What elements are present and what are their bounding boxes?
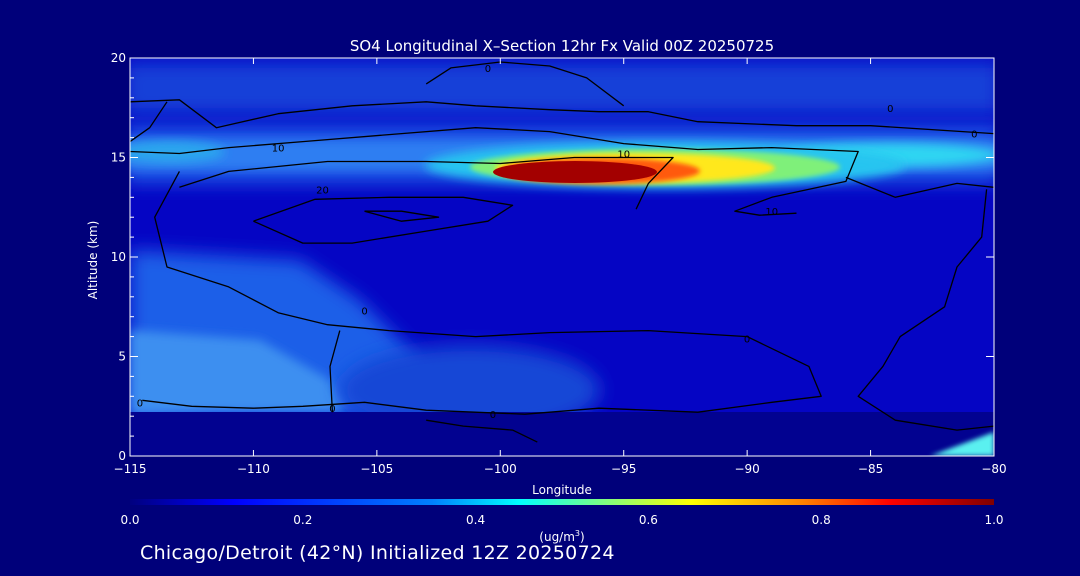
contour-line-0 — [142, 171, 822, 415]
contour-label: 0 — [490, 410, 496, 421]
colorbar-tick-label: 0.2 — [293, 513, 312, 527]
y-axis: 0 5 10 15 20 — [111, 51, 994, 463]
y-tick-label: 10 — [111, 250, 126, 264]
chart-title: SO4 Longitudinal X–Section 12hr Fx Valid… — [350, 37, 774, 55]
x-tick-label: −105 — [360, 462, 393, 476]
contour-label: 0 — [971, 130, 977, 141]
x-axis-label: Longitude — [532, 483, 592, 497]
colorbar — [130, 499, 994, 505]
y-tick-label: 20 — [111, 51, 126, 65]
y-tick-label: 15 — [111, 151, 126, 165]
x-tick-label: −100 — [484, 462, 517, 476]
x-tick-label: −90 — [734, 462, 759, 476]
y-tick-label: 5 — [118, 350, 126, 364]
contour-label: 0 — [887, 104, 893, 115]
x-tick-label: −95 — [611, 462, 636, 476]
lower-layer-west-light — [130, 330, 345, 415]
colorbar-tick-label: 0.0 — [120, 513, 139, 527]
colorbar-ticks: 0.0 0.2 0.4 0.6 0.8 1.0 — [120, 513, 1003, 527]
contour-line-30 — [364, 210, 440, 222]
colorbar-units-exponent: 3 — [575, 529, 580, 538]
plume-core — [493, 161, 657, 183]
contour-line-0 — [426, 419, 538, 443]
colorbar-tick-label: 0.6 — [639, 513, 658, 527]
contour-line-0 — [130, 99, 994, 135]
contour-line-0 — [130, 101, 168, 143]
contour-label: 10 — [272, 144, 285, 155]
contour-line-0 — [425, 61, 625, 107]
colorbar-units: (ug/m3) — [539, 529, 584, 544]
contour-label: 0 — [744, 335, 750, 346]
contour-label: 0 — [485, 64, 491, 75]
contour-line-0 — [845, 176, 994, 198]
contour-label: 0 — [329, 404, 335, 415]
contour-label: 20 — [316, 185, 329, 196]
footer-caption: Chicago/Detroit (42°N) Initialized 12Z 2… — [140, 542, 615, 564]
y-tick-label: 0 — [118, 449, 126, 463]
contour-line-10 — [130, 127, 859, 216]
contour-line-0 — [857, 189, 994, 431]
contour-layer: 0 0 0 10 10 20 10 0 0 0 0 0 — [130, 61, 994, 443]
contour-label: 10 — [765, 207, 778, 218]
surface-layer — [130, 412, 994, 456]
contour-label: 0 — [361, 307, 367, 318]
contour-line-20 — [179, 156, 674, 210]
colorbar-units-text: (ug/m — [539, 530, 575, 544]
x-tick-label: −85 — [858, 462, 883, 476]
contour-line-20 — [253, 196, 514, 244]
plot-area: 0 0 0 10 10 20 10 0 0 0 0 0 — [130, 58, 994, 456]
contour-label: 0 — [137, 398, 143, 409]
colorbar-units-close: ) — [580, 530, 585, 544]
plume-cyan-west — [130, 141, 225, 163]
x-tick-label: −110 — [237, 462, 270, 476]
x-axis: −115 −110 −105 −100 −95 −90 −85 −80 — [114, 58, 1007, 476]
surface-cyan-east — [930, 432, 994, 456]
colorbar-tick-label: 1.0 — [984, 513, 1003, 527]
contour-label: 10 — [617, 150, 630, 161]
colorbar-tick-label: 0.8 — [812, 513, 831, 527]
x-tick-label: −80 — [981, 462, 1006, 476]
x-tick-label: −115 — [114, 462, 147, 476]
contour-line-0 — [329, 330, 341, 413]
colorbar-tick-label: 0.4 — [466, 513, 485, 527]
y-axis-label: Altitude (km) — [86, 221, 100, 300]
stratosphere-band — [130, 62, 994, 114]
